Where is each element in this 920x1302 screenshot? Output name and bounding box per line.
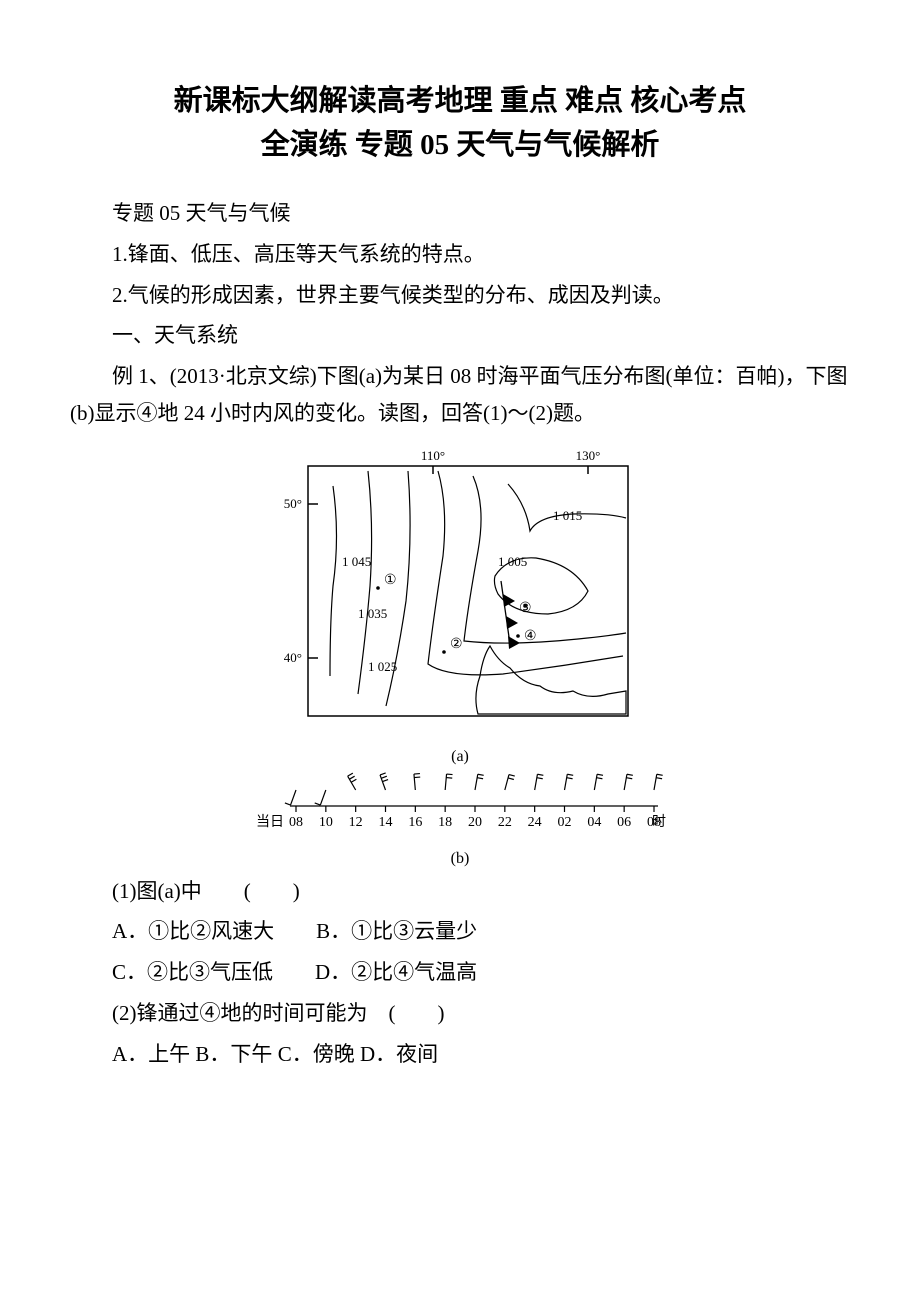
time-label: 10 bbox=[319, 815, 333, 830]
time-label: 24 bbox=[528, 815, 542, 830]
chart-b-wind-timeline: 08101214161820222402040608当日时 (b) bbox=[250, 766, 670, 848]
time-label: 20 bbox=[468, 815, 482, 830]
q1-option-c: C．②比③气压低 bbox=[112, 960, 273, 984]
time-suffix: 时 bbox=[652, 814, 666, 830]
time-label: 16 bbox=[408, 815, 422, 830]
chart-a-pressure-map: 110° 130° 50° 40° 1 045 1 035 1 025 1 015 1 005 ①… bbox=[278, 446, 643, 746]
question-2-options: A．上午 B．下午 C．傍晚 D．夜间 bbox=[70, 1035, 850, 1074]
section-heading: 一、天气系统 bbox=[70, 317, 850, 354]
wind-barb-icon bbox=[414, 773, 420, 789]
q2-option-b: B．下午 bbox=[195, 1042, 272, 1066]
title-line-1: 新课标大纲解读高考地理 重点 难点 核心考点 bbox=[174, 85, 747, 117]
wind-barb-icon bbox=[348, 773, 357, 790]
title-line-2: 全演练 专题 05 天气与气候解析 bbox=[261, 129, 660, 161]
lat-label: 50° bbox=[283, 496, 301, 511]
q2-option-d: D．夜间 bbox=[360, 1042, 438, 1066]
lon-label: 130° bbox=[575, 448, 600, 463]
page-title: 新课标大纲解读高考地理 重点 难点 核心考点 全演练 专题 05 天气与气候解析 bbox=[70, 80, 850, 167]
example-text: 例 1、(2013·北京文综)下图(a)为某日 08 时海平面气压分布图(单位：… bbox=[70, 358, 850, 432]
point-label: ④ bbox=[524, 629, 537, 644]
wind-barb-icon bbox=[445, 774, 452, 790]
time-prefix: 当日 bbox=[256, 814, 284, 830]
wind-barb-icon bbox=[315, 790, 326, 805]
time-label: 02 bbox=[558, 815, 572, 830]
isobar-label: 1 005 bbox=[498, 554, 527, 569]
isobar-label: 1 015 bbox=[553, 508, 582, 523]
wind-barb-icon bbox=[475, 774, 484, 790]
wind-timeline-svg: 08101214161820222402040608当日时 bbox=[250, 766, 670, 848]
time-label: 18 bbox=[438, 815, 452, 830]
time-label: 22 bbox=[498, 815, 512, 830]
isobar-label: 1 025 bbox=[368, 659, 397, 674]
q2-option-a: A．上午 bbox=[112, 1042, 190, 1066]
time-label: 08 bbox=[289, 815, 303, 830]
q2-option-c: C．傍晚 bbox=[278, 1042, 355, 1066]
q1-option-d: D．②比④气温高 bbox=[315, 960, 477, 984]
pressure-map-svg: 110° 130° 50° 40° 1 045 1 035 1 025 1 015 1 005 ①… bbox=[278, 446, 643, 746]
wind-barb-icon bbox=[654, 774, 663, 790]
point-label: ① bbox=[384, 573, 397, 588]
chart-b-caption: (b) bbox=[250, 850, 670, 868]
wind-barb-icon bbox=[565, 774, 574, 790]
wind-barb-icon bbox=[380, 772, 388, 789]
time-label: 14 bbox=[379, 815, 393, 830]
lat-label: 40° bbox=[283, 650, 301, 665]
cold-front-icon bbox=[501, 581, 520, 649]
q1-option-b: B．①比③云量少 bbox=[316, 919, 477, 943]
wind-barb-icon bbox=[505, 774, 515, 789]
lon-label: 110° bbox=[420, 448, 444, 463]
wind-barb-icon bbox=[594, 774, 603, 790]
isobar-label: 1 035 bbox=[358, 606, 387, 621]
wind-barb-icon bbox=[624, 774, 633, 790]
question-2-stem: (2)锋通过④地的时间可能为 ( ) bbox=[70, 994, 850, 1033]
wind-barb-icon bbox=[285, 790, 296, 805]
question-1-options-cd: C．②比③气压低 D．②比④气温高 bbox=[70, 953, 850, 992]
chart-a-caption: (a) bbox=[278, 748, 643, 766]
time-label: 12 bbox=[349, 815, 363, 830]
figure-container: 110° 130° 50° 40° 1 045 1 035 1 025 1 015 1 005 ①… bbox=[70, 446, 850, 868]
q1-option-a: A．①比②风速大 bbox=[112, 919, 274, 943]
wind-barb-icon bbox=[535, 774, 544, 790]
isobar-label: 1 045 bbox=[342, 554, 371, 569]
time-label: 04 bbox=[587, 815, 601, 830]
point-label: ② bbox=[450, 637, 463, 652]
point-label: ③ bbox=[519, 601, 532, 616]
syllabus-point-2: 2.气候的形成因素，世界主要气候类型的分布、成因及判读。 bbox=[70, 277, 850, 314]
question-1-stem: (1)图(a)中 ( ) bbox=[70, 872, 850, 911]
question-1-options-ab: A．①比②风速大 B．①比③云量少 bbox=[70, 912, 850, 951]
time-label: 06 bbox=[617, 815, 631, 830]
syllabus-point-1: 1.锋面、低压、高压等天气系统的特点。 bbox=[70, 236, 850, 273]
subject-line: 专题 05 天气与气候 bbox=[70, 195, 850, 232]
